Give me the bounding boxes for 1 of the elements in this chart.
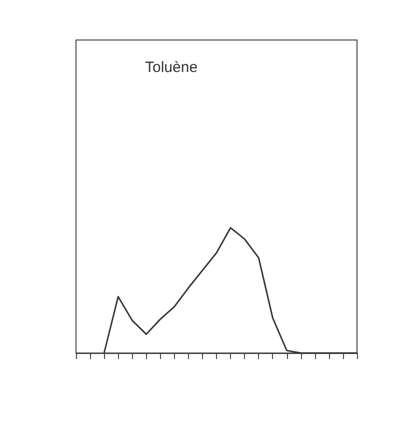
chart-title: Toluène xyxy=(145,59,198,76)
